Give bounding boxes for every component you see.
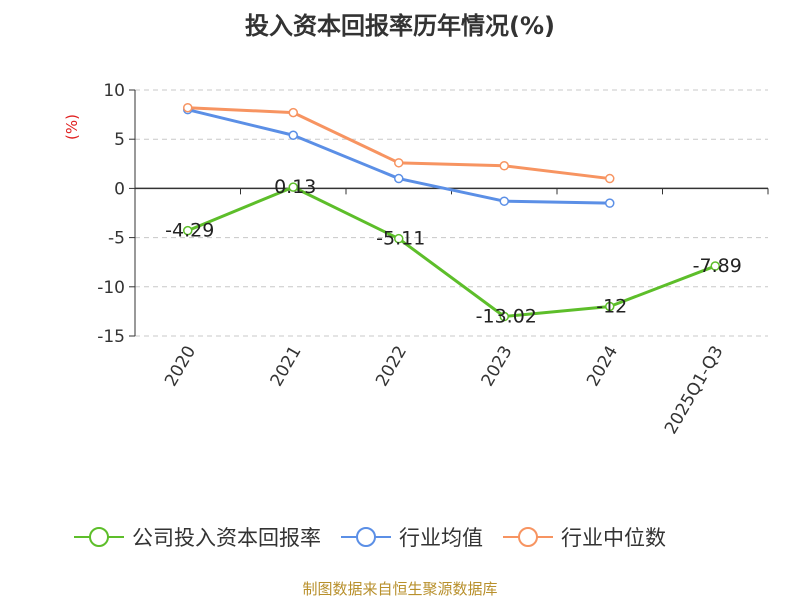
y-tick-label: 10 [103, 81, 125, 101]
data-point [394, 158, 404, 168]
data-labels: -4.29 0.13 -5.11 -13.02 -12 -7.89 [165, 176, 742, 327]
legend-label: 公司投入资本回报率 [132, 526, 321, 550]
data-label: -12 [596, 295, 627, 317]
data-point [288, 130, 298, 141]
x-tick-label: 2022 [372, 343, 411, 390]
data-label: -5.11 [376, 228, 425, 250]
legend-label: 行业均值 [399, 526, 483, 550]
legend-label: 行业中位数 [561, 526, 666, 550]
data-label: -13.02 [476, 306, 537, 328]
legend-marker [89, 527, 109, 547]
y-tick-labels: 10 5 0 -5 -10 -15 [97, 81, 125, 347]
source-note: 制图数据来自恒生聚源数据库 [302, 580, 498, 598]
data-point [710, 261, 720, 271]
series-line [187, 106, 610, 181]
legend-marker [518, 527, 538, 547]
data-point [394, 233, 404, 244]
series-line [187, 185, 716, 319]
chart-title: 投入资本回报率历年情况(%) [245, 12, 555, 40]
x-tick-label: 2021 [267, 343, 306, 390]
legend-item[interactable]: 公司投入资本回报率 [74, 526, 321, 550]
x-tick-label: 2020 [161, 343, 200, 390]
x-tick-labels: 2020 2021 2022 2023 2024 2025Q1-Q3 [161, 343, 727, 438]
data-point [499, 311, 509, 322]
data-label: -7.89 [693, 255, 742, 277]
data-point [288, 182, 298, 192]
y-axis-label: (%) [63, 114, 81, 140]
y-tick-label: -5 [108, 229, 125, 249]
x-tick-label: 2025Q1-Q3 [661, 343, 728, 438]
axes [129, 89, 769, 337]
grid-lines [135, 89, 768, 337]
data-point [183, 225, 193, 236]
data-point [394, 173, 404, 184]
data-point [288, 107, 298, 118]
data-point [605, 198, 615, 208]
legend-item[interactable]: 行业均值 [341, 526, 483, 550]
y-tick-label: 0 [114, 179, 125, 199]
data-point [605, 301, 615, 312]
y-tick-label: -15 [97, 327, 125, 347]
x-tick-label: 2024 [583, 343, 622, 390]
x-tick-label: 2023 [478, 343, 517, 390]
legend: 公司投入资本回报率 行业均值 行业中位数 [74, 526, 666, 550]
y-tick-label: 5 [114, 130, 125, 150]
data-point [499, 161, 509, 171]
data-point [183, 102, 193, 113]
series-group [183, 102, 720, 322]
data-point [605, 173, 615, 184]
legend-item[interactable]: 行业中位数 [503, 526, 666, 550]
legend-marker [356, 527, 376, 547]
data-label: -4.29 [165, 220, 214, 242]
data-label: 0.13 [274, 176, 316, 198]
y-tick-label: -10 [97, 278, 125, 298]
data-point [499, 196, 509, 206]
